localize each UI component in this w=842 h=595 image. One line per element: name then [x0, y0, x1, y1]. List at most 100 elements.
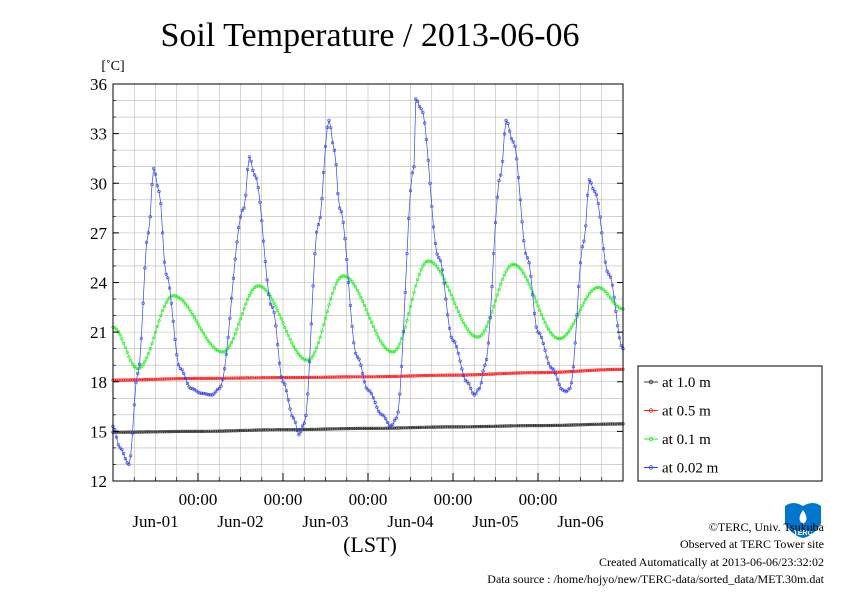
series-point [509, 263, 514, 267]
series-point [164, 272, 168, 276]
series-point [531, 371, 535, 375]
series-point [555, 336, 560, 341]
series-point [601, 288, 606, 292]
series-point [246, 297, 250, 302]
series-point [308, 360, 312, 364]
series-point [270, 298, 275, 302]
series-point [594, 193, 599, 197]
series-point [541, 341, 545, 346]
y-tick-label: 12 [90, 472, 107, 491]
series-point [199, 328, 204, 332]
grid-lines [112, 83, 624, 482]
series-point [334, 163, 338, 167]
x-time-label: 00:00 [264, 490, 303, 509]
series-point [235, 429, 239, 433]
series-point [416, 99, 420, 103]
series-point [527, 261, 531, 265]
y-tick-label: 24 [90, 274, 108, 293]
series-point [272, 376, 276, 380]
series-point [617, 422, 622, 426]
series-point [446, 284, 450, 289]
series-point [123, 378, 127, 382]
series-point [228, 344, 232, 348]
series-point [414, 97, 418, 101]
series-point [354, 351, 358, 355]
series-point [548, 423, 553, 428]
series-point [316, 223, 321, 227]
series-point [513, 144, 517, 148]
series-point [472, 425, 476, 429]
series-point [191, 387, 195, 391]
series-point [299, 355, 303, 359]
series-point [545, 423, 549, 428]
series-point [419, 268, 423, 272]
series-point [343, 237, 347, 241]
series-point [373, 328, 377, 333]
series-point [435, 252, 439, 256]
series-point [396, 374, 400, 378]
series-point [617, 306, 622, 310]
series-point [518, 371, 522, 375]
series-point [269, 376, 273, 380]
series-point [463, 425, 468, 429]
series-point [603, 289, 607, 294]
series-point [573, 341, 577, 345]
series-point [377, 426, 381, 430]
series-point [536, 371, 540, 375]
series-point [138, 378, 142, 382]
series-point [341, 220, 345, 224]
series-point [449, 335, 453, 339]
series-point [116, 443, 120, 447]
series-point [589, 289, 593, 294]
series-point [456, 351, 460, 355]
series-point [235, 240, 239, 244]
series-point [235, 327, 239, 331]
series-point [161, 309, 165, 313]
series-point [566, 388, 570, 392]
series-point [538, 331, 542, 336]
series-point [320, 329, 324, 333]
series-point [334, 375, 338, 379]
series-point [497, 372, 501, 376]
series-point [249, 290, 253, 294]
series-point [594, 286, 599, 290]
series-point [607, 272, 611, 276]
series-point [293, 347, 298, 351]
series-point [446, 313, 450, 317]
series-point [485, 372, 489, 376]
series-point [201, 391, 205, 396]
series-point [433, 373, 437, 377]
series-point [300, 375, 305, 380]
series-point [332, 286, 337, 290]
series-point [311, 427, 315, 432]
series-point [407, 216, 411, 221]
series-point [373, 426, 377, 431]
series-point [387, 374, 391, 379]
series-point [120, 430, 124, 434]
series-point [155, 377, 159, 381]
series-point [400, 364, 404, 368]
series-point [331, 427, 335, 431]
series-point [263, 428, 267, 432]
series-point [315, 427, 319, 431]
series-point [396, 426, 400, 430]
series-point [231, 336, 235, 340]
series-point [120, 378, 124, 382]
series-point [141, 430, 145, 434]
legend-swatch-marker [648, 465, 654, 470]
series-point [139, 336, 143, 340]
series-point [449, 373, 453, 377]
legend: at 1.0 m at 0.5 m at 0.1 m at 0.02 m [637, 365, 823, 482]
series-point [348, 426, 352, 431]
series-point [548, 330, 553, 334]
series-point [258, 376, 262, 380]
series-point [159, 377, 163, 381]
series-point [354, 285, 358, 289]
series-point [483, 372, 487, 377]
series-point [240, 376, 244, 380]
series-point [191, 313, 195, 317]
series-point [504, 424, 508, 428]
series-point [244, 376, 248, 380]
series-point [325, 309, 329, 314]
series-point [414, 284, 418, 288]
